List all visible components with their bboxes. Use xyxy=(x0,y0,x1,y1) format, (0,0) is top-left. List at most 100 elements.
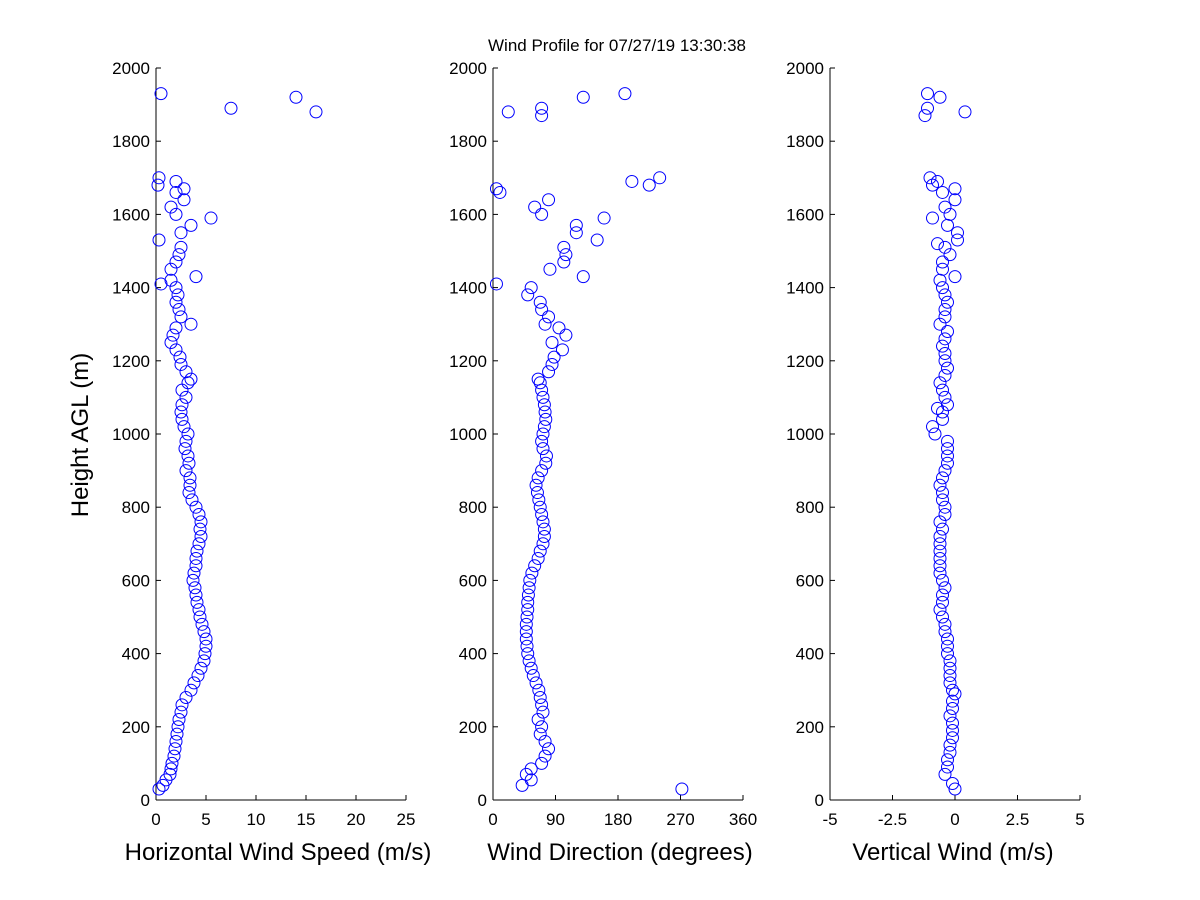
data-point xyxy=(179,691,193,705)
data-point xyxy=(545,357,559,371)
data-point xyxy=(933,273,947,287)
data-point xyxy=(289,90,303,104)
data-point xyxy=(174,357,188,371)
data-point xyxy=(184,683,198,697)
y-tick-label: 600 xyxy=(796,571,824,590)
data-point xyxy=(533,500,547,514)
data-point xyxy=(542,310,556,324)
data-point xyxy=(169,207,183,221)
data-point xyxy=(931,401,944,415)
y-tick-label: 400 xyxy=(796,645,824,664)
data-point xyxy=(521,647,535,661)
data-point xyxy=(938,200,952,214)
data-point xyxy=(941,647,954,661)
data-point xyxy=(941,361,954,375)
data-point xyxy=(177,193,191,207)
y-tick-label: 1600 xyxy=(449,205,487,224)
y-tick-label: 400 xyxy=(122,645,150,664)
data-point xyxy=(936,262,949,276)
x-tick-label: 10 xyxy=(247,810,266,829)
data-point xyxy=(533,544,547,558)
data-point xyxy=(936,522,949,536)
data-point xyxy=(164,336,178,349)
data-point xyxy=(163,767,177,781)
data-point xyxy=(187,566,201,580)
data-point xyxy=(958,105,972,119)
data-point xyxy=(524,661,538,675)
data-point xyxy=(938,767,952,781)
data-point xyxy=(948,270,962,284)
y-tick-label: 800 xyxy=(796,498,824,517)
data-point xyxy=(174,310,188,324)
data-point xyxy=(618,87,632,101)
data-point xyxy=(933,376,947,390)
data-point xyxy=(943,207,957,221)
data-point xyxy=(175,398,189,412)
data-point xyxy=(530,486,544,500)
data-point xyxy=(152,233,166,247)
y-tick-label: 1400 xyxy=(786,279,824,298)
y-tick-label: 1400 xyxy=(449,279,487,298)
data-point xyxy=(936,588,949,602)
data-point xyxy=(189,270,203,284)
data-point xyxy=(936,383,949,397)
data-point xyxy=(933,559,947,573)
data-point xyxy=(152,782,166,796)
data-point xyxy=(168,742,182,756)
data-point xyxy=(938,354,952,368)
data-point xyxy=(169,734,183,748)
x-tick-label: 0 xyxy=(950,810,959,829)
y-tick-label: 1000 xyxy=(786,425,824,444)
data-point xyxy=(941,456,954,470)
data-point xyxy=(559,248,573,262)
data-point xyxy=(521,588,535,602)
data-point xyxy=(938,332,952,346)
data-point xyxy=(175,698,189,712)
data-point xyxy=(199,632,213,646)
data-point xyxy=(169,295,183,309)
data-point xyxy=(172,248,186,262)
y-axis-label: Height AGL (m) xyxy=(67,353,94,518)
y-tick-label: 1800 xyxy=(112,132,150,151)
data-point xyxy=(519,625,533,639)
data-point xyxy=(542,742,556,756)
data-point xyxy=(169,174,183,188)
data-point xyxy=(946,702,959,715)
data-point xyxy=(175,412,189,426)
data-point xyxy=(938,617,952,631)
data-point xyxy=(179,365,193,379)
data-point xyxy=(943,248,957,262)
data-point xyxy=(923,171,937,185)
data-point xyxy=(542,365,556,379)
data-point xyxy=(171,288,185,302)
data-point xyxy=(948,182,962,196)
data-point xyxy=(918,109,932,123)
data-point xyxy=(569,226,583,240)
data-point xyxy=(933,515,947,529)
data-point xyxy=(943,676,957,690)
data-point xyxy=(931,237,944,251)
data-point xyxy=(590,233,604,247)
data-point xyxy=(557,255,571,269)
panel-3: 0 200 400 600 800 1000 1200 1400 1600 1800 2000 -5 -… xyxy=(786,59,1085,866)
data-point xyxy=(532,493,546,507)
data-point xyxy=(943,669,957,683)
y-tick-label: 2000 xyxy=(786,59,824,78)
data-point xyxy=(198,647,212,661)
data-point xyxy=(537,398,551,412)
data-point xyxy=(941,442,954,456)
data-point xyxy=(489,277,503,291)
data-point xyxy=(938,508,952,522)
data-point xyxy=(535,464,549,478)
data-point xyxy=(192,603,206,617)
data-point xyxy=(938,464,952,478)
data-point xyxy=(174,705,188,719)
data-point xyxy=(545,336,559,349)
data-point xyxy=(536,442,550,456)
data-point xyxy=(938,368,952,382)
data-point xyxy=(174,226,188,240)
y-tick-label: 200 xyxy=(459,718,487,737)
data-point xyxy=(182,456,196,470)
data-point xyxy=(169,185,183,199)
